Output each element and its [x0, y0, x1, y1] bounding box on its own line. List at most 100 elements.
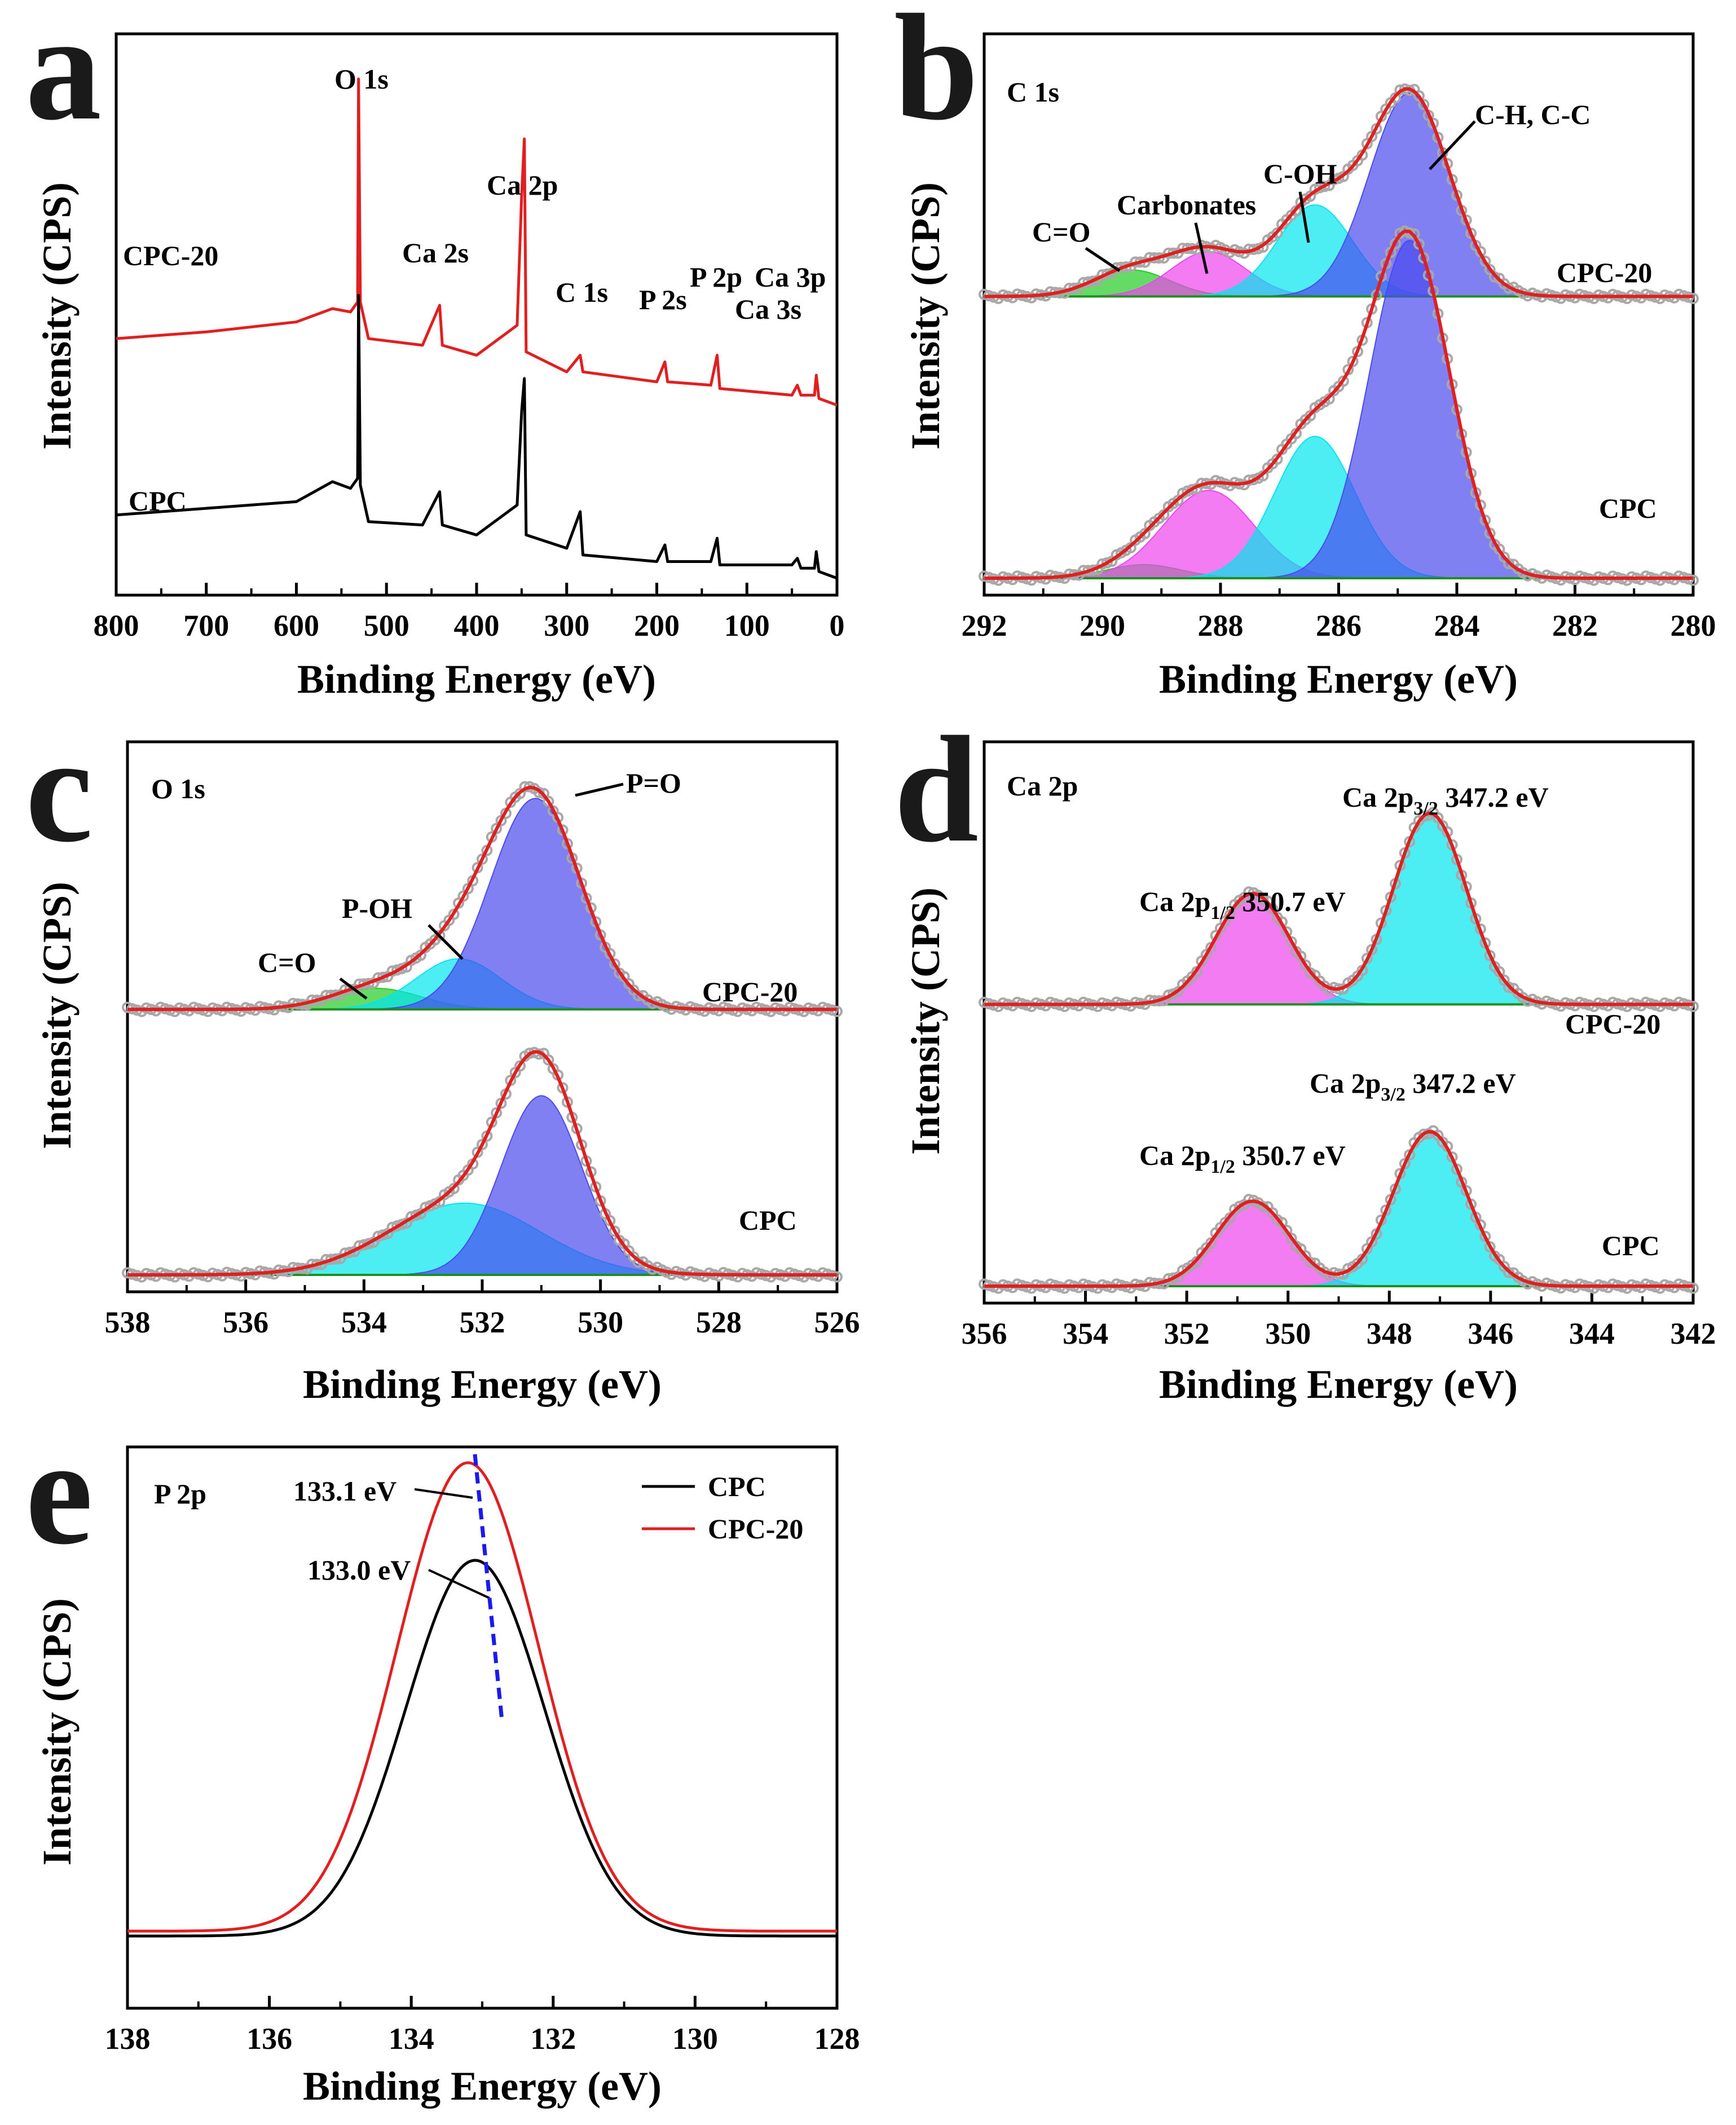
data-point — [1418, 1128, 1430, 1140]
panel-tag-c: O 1s — [151, 773, 205, 804]
x-axis-title-b: Binding Energy (eV) — [1159, 657, 1518, 702]
data-point — [344, 1247, 356, 1259]
panel-tag-e: P 2p — [154, 1478, 206, 1510]
data-point — [543, 1054, 554, 1066]
arrow-c-oh-b — [1298, 191, 1310, 243]
data-point — [1574, 288, 1585, 300]
legend-e: CPC CPC-20 — [642, 1471, 803, 1545]
data-point — [1281, 926, 1293, 938]
x-ticks-c: 538 536 534 532 530 528 526 — [105, 1279, 860, 1339]
arrow-c-o-c — [339, 977, 368, 1000]
ann-val: 347.2 eV — [1405, 1067, 1516, 1099]
annotation-c-o-b: C=O — [1032, 216, 1091, 248]
legend-label-cpc20: CPC-20 — [708, 1513, 803, 1545]
peak-label-ca3s: Ca 3s — [735, 293, 801, 325]
data-point — [1413, 90, 1425, 102]
x-tick-label: 350 — [1265, 1317, 1311, 1350]
data-point — [1139, 528, 1151, 540]
x-tick-label: 282 — [1552, 609, 1598, 643]
annotation-arrows-b — [1085, 120, 1476, 274]
panel-c-o1s: c 538 536 534 532 530 528 526 Binding Energy (… — [25, 705, 860, 1407]
annotation-1330: 133.0 eV — [307, 1554, 411, 1586]
data-point — [784, 1267, 796, 1279]
y-axis-title-c: Intensity (CPS) — [34, 882, 80, 1149]
curves-a — [116, 77, 838, 580]
x-axis-title-e: Binding Energy (eV) — [303, 2064, 662, 2109]
data-point — [1418, 99, 1430, 111]
data-point — [1305, 1256, 1316, 1268]
ann-val: 347.2 eV — [1438, 781, 1549, 813]
fit-envelope — [984, 229, 1693, 580]
data-point — [1366, 1236, 1378, 1248]
data-point — [1285, 1233, 1297, 1244]
panel-letter-b: b — [894, 0, 979, 152]
data-point — [1267, 903, 1279, 914]
panel-d-ca2p: d 356 354 352 350 348 346 344 342 Binding Energ… — [894, 705, 1716, 1407]
x-tick-label: 128 — [814, 2022, 860, 2056]
arrow-p-o-c — [575, 782, 624, 797]
arrow-1331 — [414, 1488, 473, 1499]
peak-label-o1s: O 1s — [334, 63, 389, 95]
x-tick-label: 530 — [578, 1305, 623, 1339]
data-point — [1205, 1237, 1217, 1249]
data-point — [1257, 894, 1269, 906]
x-tick-label: 532 — [460, 1305, 505, 1339]
ann-sub: 1/2 — [1210, 1156, 1235, 1177]
annotation-ca2p12-cpc: Ca 2p1/2 350.7 eV — [1139, 1140, 1346, 1177]
x-tick-label: 344 — [1569, 1317, 1615, 1350]
arrow-c-o-b — [1085, 247, 1121, 272]
x-tick-label: 290 — [1080, 609, 1125, 643]
curves-e — [127, 1461, 837, 1938]
x-tick-label: 300 — [544, 609, 589, 643]
data-point — [751, 1001, 763, 1013]
arrow-carbonates-b — [1194, 222, 1209, 274]
x-tick-label: 346 — [1468, 1317, 1513, 1350]
data-point — [1295, 951, 1307, 962]
data-point — [1574, 1278, 1585, 1290]
panel-a-survey: a 800 700 600 500 400 300 200 100 0 Binding Ener… — [25, 0, 845, 702]
x-tick-label: 0 — [830, 609, 845, 643]
x-tick-label: 356 — [962, 1317, 1007, 1350]
x-tick-label: 536 — [223, 1305, 268, 1339]
x-tick-label: 100 — [724, 609, 770, 643]
peak-label-ca2p: Ca 2p — [487, 169, 558, 201]
x-tick-label: 132 — [530, 2022, 576, 2056]
data-point — [1305, 410, 1316, 422]
annotation-ch-cc-b: C-H, C-C — [1475, 99, 1591, 130]
data-point — [538, 787, 550, 799]
data-point — [1366, 944, 1378, 956]
curves-c — [122, 781, 843, 1283]
series-label-cpc-c: CPC — [739, 1204, 797, 1236]
data-point — [1503, 1266, 1515, 1278]
data-point — [155, 1001, 166, 1013]
fit-envelope — [127, 785, 837, 1011]
legend-label-cpc: CPC — [708, 1471, 766, 1502]
data-point — [1479, 256, 1491, 267]
data-point — [817, 1001, 829, 1013]
data-point — [1493, 966, 1505, 978]
data-point — [462, 883, 474, 895]
curves-b — [979, 83, 1699, 586]
ann-prefix: Ca 2p — [1342, 781, 1413, 813]
x-tick-label: 200 — [634, 609, 680, 643]
x-tick-label: 534 — [341, 1305, 387, 1339]
x-tick-label: 600 — [274, 609, 319, 643]
data-point — [1479, 1230, 1491, 1242]
data-point — [1167, 1272, 1179, 1284]
data-point — [1687, 293, 1699, 305]
curves-d — [979, 807, 1699, 1294]
x-axis-title-a: Binding Energy (eV) — [297, 657, 656, 702]
data-point — [377, 1229, 389, 1241]
ann-sub: 1/2 — [1210, 903, 1235, 923]
arrow-1330 — [428, 1569, 490, 1599]
data-point — [1366, 130, 1378, 142]
data-point — [1503, 558, 1515, 570]
data-point — [831, 1271, 843, 1283]
annotation-arrows-e — [414, 1488, 490, 1599]
data-point — [817, 1267, 829, 1279]
data-point — [784, 1001, 796, 1013]
series-label-cpc-d: CPC — [1602, 1230, 1660, 1261]
x-tick-label: 526 — [814, 1305, 860, 1339]
data-point — [831, 1006, 843, 1017]
